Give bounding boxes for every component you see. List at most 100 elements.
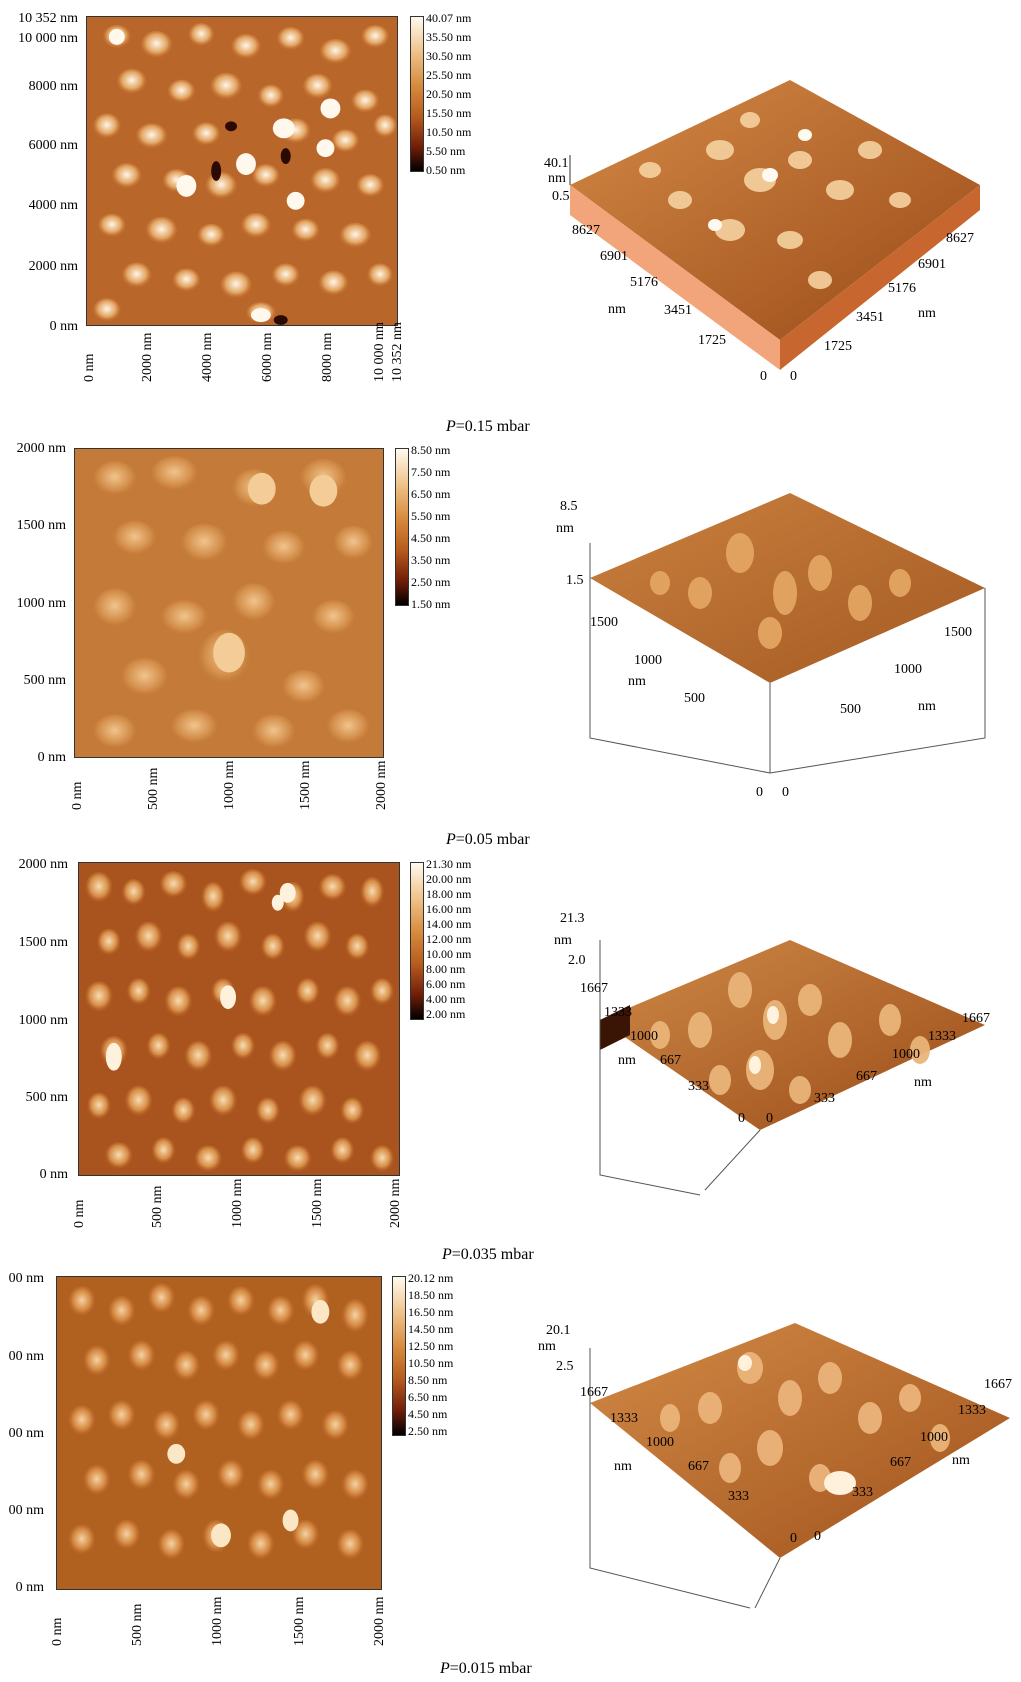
left-axis-tick: 1000 [646, 1435, 674, 1450]
afm-3d-surface [569, 80, 980, 370]
left-axis-tick: 1667 [580, 1385, 608, 1400]
x-tick: 1500 nm [298, 760, 313, 810]
x-tick: 0 nm [70, 781, 85, 810]
z-axis-top: 20.1 [546, 1323, 571, 1338]
left-axis-tick: 8627 [572, 223, 600, 238]
colorbar-label: 8.50 nm [411, 443, 451, 457]
right-axis-tick: 3451 [856, 310, 884, 325]
left-axis-unit: nm [614, 1459, 632, 1474]
afm-panel-3: 2000 nm 1500 nm 1000 nm 500 nm 0 nm [0, 850, 1021, 1264]
right-axis-tick: 1000 [920, 1430, 948, 1445]
z-axis-top: 21.3 [560, 911, 585, 926]
figure-caption: P=0.15 mbar [446, 418, 530, 435]
colorbar-label: 35.50 nm [426, 30, 472, 44]
right-axis-tick: 1333 [958, 1403, 986, 1418]
figure-caption: P=0.05 mbar [446, 831, 530, 848]
right-axis-unit: nm [918, 306, 936, 321]
x-tick: 0 nm [82, 353, 97, 382]
x-tick: 1500 nm [310, 1178, 325, 1228]
colorbar-label: 6.00 nm [426, 977, 466, 991]
colorbar-label: 4.50 nm [411, 531, 451, 545]
right-axis-tick: 333 [852, 1485, 873, 1500]
right-axis-tick: 333 [814, 1091, 835, 1106]
left-axis-tick: 0 [760, 369, 767, 384]
right-axis-tick: 6901 [918, 257, 946, 272]
left-axis-unit: nm [618, 1053, 636, 1068]
left-axis-tick: 1000 [634, 653, 662, 668]
colorbar-label: 18.50 nm [408, 1288, 454, 1302]
colorbar-label: 20.50 nm [426, 87, 472, 101]
z-axis-unit: nm [556, 521, 574, 536]
y-tick: 1000 nm [16, 596, 66, 611]
colorbar-label: 20.00 nm [426, 872, 472, 886]
colorbar-label: 10.50 nm [408, 1356, 454, 1370]
colorbar-label: 4.00 nm [426, 992, 466, 1006]
right-axis-unit: nm [914, 1075, 932, 1090]
colorbar-label: 6.50 nm [408, 1390, 448, 1404]
left-axis-unit: nm [608, 302, 626, 317]
right-axis-tick: 500 [840, 702, 861, 717]
right-axis-tick: 667 [856, 1069, 877, 1084]
left-axis-tick: 3451 [664, 303, 692, 318]
left-axis-unit: nm [628, 674, 646, 689]
left-axis-tick: 0 [738, 1111, 745, 1126]
colorbar [392, 1276, 406, 1436]
y-tick: 00 nm [8, 1349, 44, 1364]
z-axis-unit: nm [538, 1339, 556, 1354]
colorbar-label: 2.00 nm [426, 1007, 466, 1021]
x-tick: 2000 nm [140, 332, 155, 382]
y-tick: 0 nm [49, 319, 78, 334]
right-axis-tick: 667 [890, 1455, 911, 1470]
x-tick: 1000 nm [222, 760, 237, 810]
colorbar-label: 21.30 nm [426, 857, 472, 871]
right-axis-tick: 1333 [928, 1029, 956, 1044]
x-tick: 500 nm [130, 1603, 145, 1646]
x-tick: 1500 nm [292, 1596, 307, 1646]
z-axis-bottom: 0.5 [552, 189, 570, 204]
left-axis-tick: 500 [684, 691, 705, 706]
right-axis-tick: 1000 [892, 1047, 920, 1062]
x-tick: 10 000 nm [372, 322, 387, 382]
colorbar-label: 8.50 nm [408, 1373, 448, 1387]
x-tick: 2000 nm [374, 760, 389, 810]
colorbar-label: 5.50 nm [411, 509, 451, 523]
z-axis-unit: nm [548, 171, 566, 186]
afm-3d-surface [589, 493, 986, 774]
colorbar-label: 20.12 nm [408, 1271, 454, 1285]
figure-caption: P=0.035 mbar [442, 1246, 534, 1263]
afm-height-map [56, 1276, 382, 1590]
colorbar-label: 40.07 nm [426, 11, 472, 25]
y-tick: 2000 nm [28, 259, 78, 274]
y-tick: 4000 nm [28, 198, 78, 213]
afm-panel-4: 00 nm 00 nm 00 nm 00 nm 0 nm 0 nm 500 nm [0, 1268, 1021, 1682]
colorbar-label: 3.50 nm [411, 553, 451, 567]
left-axis-tick: 0 [790, 1531, 797, 1546]
y-tick: 1000 nm [18, 1013, 68, 1028]
z-axis-top: 8.5 [560, 499, 578, 514]
colorbar-label: 10.00 nm [426, 947, 472, 961]
right-axis-tick: 0 [782, 785, 789, 800]
y-tick: 6000 nm [28, 138, 78, 153]
right-axis-tick: 1000 [894, 662, 922, 677]
right-axis-tick: 5176 [888, 281, 916, 296]
y-tick: 00 nm [8, 1503, 44, 1518]
y-tick: 1500 nm [18, 935, 68, 950]
left-axis-tick: 1500 [590, 615, 618, 630]
figure-caption: P=0.015 mbar [440, 1660, 532, 1677]
y-tick: 500 nm [23, 673, 66, 688]
colorbar [395, 448, 409, 606]
left-axis-tick: 1333 [604, 1005, 632, 1020]
right-axis-tick: 0 [790, 369, 797, 384]
afm-height-map [74, 448, 384, 758]
colorbar-label: 16.50 nm [408, 1305, 454, 1319]
left-axis-tick: 1725 [698, 333, 726, 348]
right-axis-tick: 1667 [962, 1011, 990, 1026]
x-tick: 0 nm [50, 1617, 65, 1646]
right-axis-tick: 1667 [984, 1377, 1012, 1392]
left-axis-tick: 5176 [630, 275, 658, 290]
left-axis-tick: 1333 [610, 1411, 638, 1426]
colorbar-label: 30.50 nm [426, 49, 472, 63]
y-tick: 10 000 nm [18, 31, 78, 46]
left-axis-tick: 1667 [580, 981, 608, 996]
x-tick: 2000 nm [372, 1596, 387, 1646]
